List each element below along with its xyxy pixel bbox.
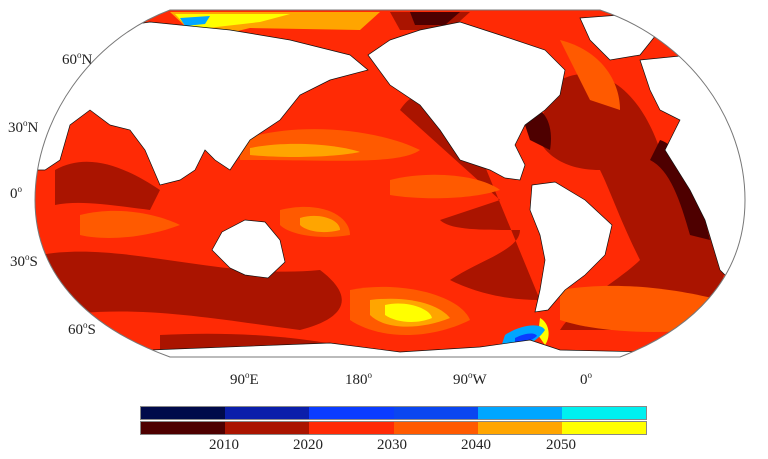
colorbar-segment xyxy=(225,422,310,434)
colorbar-segment xyxy=(561,407,647,419)
colorbar-red xyxy=(140,421,647,435)
lat-label-60s: 60oS xyxy=(68,320,96,338)
south-america xyxy=(529,181,613,313)
world-map xyxy=(34,9,746,358)
colorbar-segment xyxy=(561,422,647,434)
colorbar-segment xyxy=(393,407,478,419)
colorbar-segment xyxy=(309,422,394,434)
australia xyxy=(211,219,286,279)
lat-label-60n: 60oN xyxy=(62,50,93,68)
antarctica xyxy=(149,339,651,357)
land-masses xyxy=(35,14,745,357)
colorbar-tick: 2040 xyxy=(461,437,491,453)
lat-label-30s: 30oS xyxy=(10,252,38,270)
colorbar-tick: 2020 xyxy=(293,437,323,453)
colorbar-segment xyxy=(393,422,478,434)
colorbar-segment xyxy=(141,407,226,419)
colorbar-segment xyxy=(477,407,562,419)
colorbar-segment xyxy=(141,422,226,434)
colorbar-segment xyxy=(309,407,394,419)
colorbar-blue xyxy=(140,406,647,420)
colorbar-tick: 2050 xyxy=(546,437,576,453)
lon-label-180: 180o xyxy=(345,370,372,388)
colorbar-tick: 2010 xyxy=(209,437,239,453)
lat-label-0: 0o xyxy=(10,184,22,202)
lon-label-0: 0o xyxy=(580,370,592,388)
lon-label-90w: 90oW xyxy=(453,370,487,388)
colorbar-segment xyxy=(477,422,562,434)
lon-label-90e: 90oE xyxy=(230,370,259,388)
lat-label-30n: 30oN xyxy=(8,118,39,136)
north-america xyxy=(367,21,566,181)
map-frame xyxy=(34,9,746,358)
eurasia-africa-west xyxy=(35,21,369,186)
colorbar-tick: 2030 xyxy=(377,437,407,453)
colorbar-segment xyxy=(225,407,310,419)
